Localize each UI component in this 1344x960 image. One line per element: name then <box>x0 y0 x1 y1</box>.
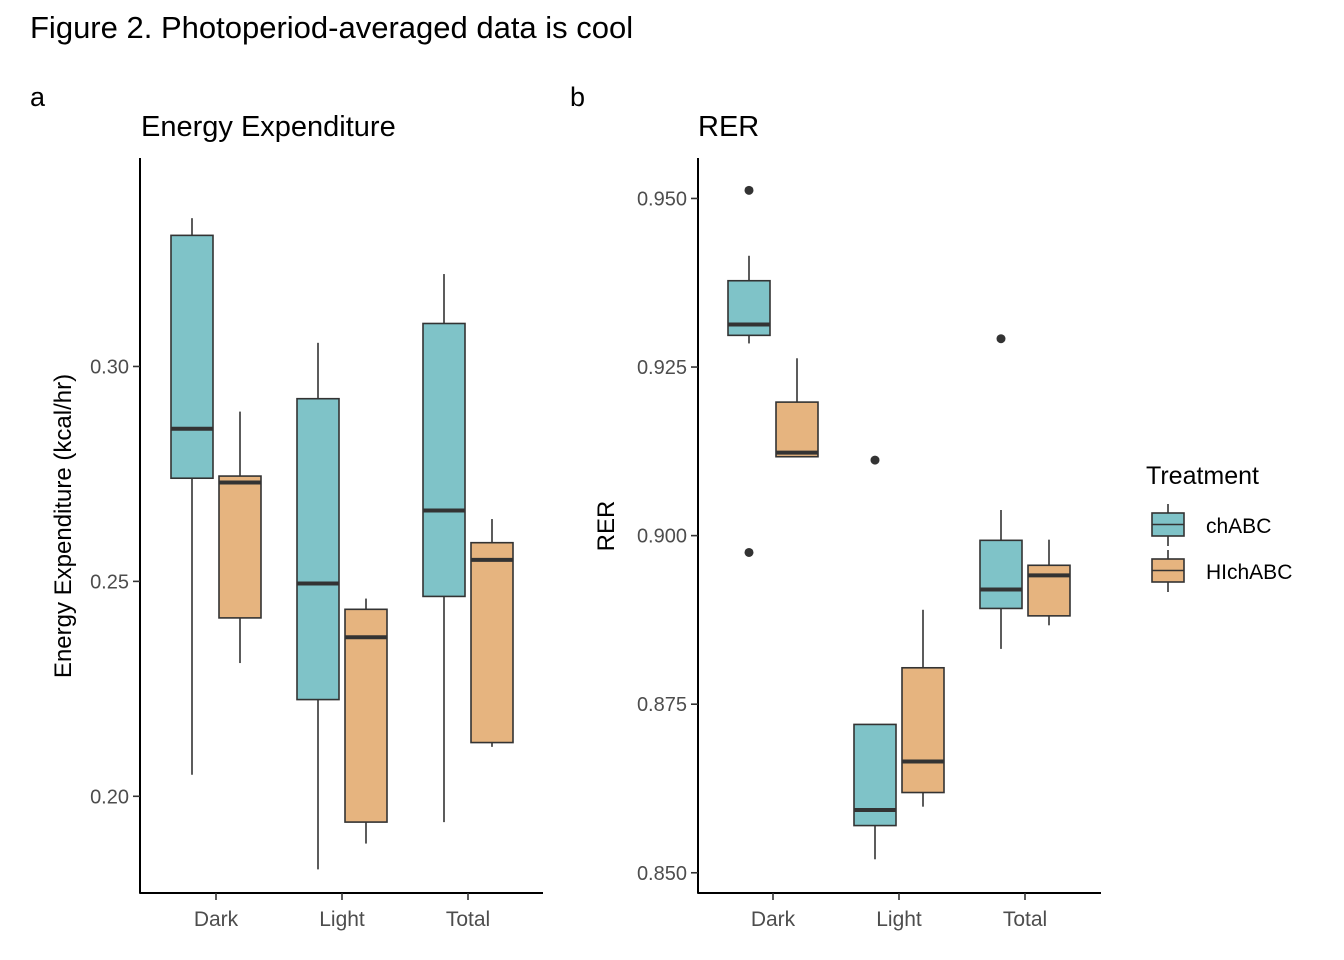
panel-a-y-tick-label-1: 0.25 <box>90 571 129 593</box>
legend: Treatment chABC HIchABC <box>1146 462 1292 592</box>
panel-a-y-tick-label-0: 0.20 <box>90 786 129 808</box>
legend-label-chabc: chABC <box>1206 515 1271 538</box>
panel-a-tag: a <box>30 82 46 112</box>
panel-b-y-axis-label: RER <box>593 501 620 552</box>
panel-b-y-tick-label-4: 0.950 <box>637 188 687 210</box>
panel-b: b RER RER 0.850 0.875 0.900 0.925 0.950 Dark L… <box>570 82 1101 931</box>
panel-a-y-tick-label-2: 0.30 <box>90 356 129 378</box>
panel-b-tag: b <box>570 82 585 112</box>
panel-b-x-tick-label-dark: Dark <box>751 908 796 931</box>
panel-b-y-tick-label-0: 0.850 <box>637 863 687 885</box>
panel-b-y-tick-label-1: 0.875 <box>637 694 687 716</box>
panel-b-y-tick-label-2: 0.900 <box>637 526 687 548</box>
legend-label-hichabc: HIchABC <box>1206 561 1292 584</box>
panel-b-hichabc-light-box <box>901 666 945 794</box>
panel-b-chabc-dark-outlier-1 <box>744 547 754 557</box>
panel-a-x-tick-label-light: Light <box>319 908 365 931</box>
panel-a-title: Energy Expenditure <box>141 111 396 143</box>
panel-b-title: RER <box>698 111 759 143</box>
panel-b-plot-area: 0.850 0.875 0.900 0.925 0.950 Dark Light Total <box>637 158 1101 931</box>
panel-a-x-tick-label-total: Total <box>446 908 490 931</box>
panel-a-hichabc-total-box <box>470 541 514 744</box>
panel-a-hichabc-dark-box <box>218 475 262 619</box>
legend-title: Treatment <box>1146 462 1259 490</box>
panel-a-chabc-total-box <box>422 322 466 598</box>
panel-a-x-tick-label-dark: Dark <box>194 908 239 931</box>
panel-b-y-tick-label-3: 0.925 <box>637 357 687 379</box>
panel-b-x-tick-label-total: Total <box>1003 908 1047 931</box>
legend-keys <box>1151 504 1185 592</box>
panel-b-hichabc-total-box <box>1027 564 1071 617</box>
figure-title: Figure 2. Photoperiod-averaged data is c… <box>30 10 634 45</box>
panel-a-hichabc-light-box <box>344 608 388 823</box>
panel-b-hichabc-dark-box <box>775 401 819 458</box>
panel-a-chabc-dark-box <box>170 234 214 480</box>
panel-b-chabc-light-outlier-0 <box>870 455 880 465</box>
panel-b-x-tick-label-light: Light <box>876 908 922 931</box>
panel-a-chabc-light-box <box>296 397 340 701</box>
panel-a-plot-area: 0.20 0.25 0.30 Dark Light Total <box>90 158 543 931</box>
panel-b-chabc-dark-box <box>727 279 771 337</box>
panel-a: a Energy Expenditure Energy Expenditure … <box>30 82 543 931</box>
panel-b-chabc-total-box <box>979 539 1023 610</box>
panel-b-chabc-dark-outlier-0 <box>744 185 754 195</box>
panel-b-chabc-total-outlier-0 <box>996 334 1006 344</box>
panel-a-y-axis-label: Energy Expenditure (kcal/hr) <box>50 374 77 678</box>
